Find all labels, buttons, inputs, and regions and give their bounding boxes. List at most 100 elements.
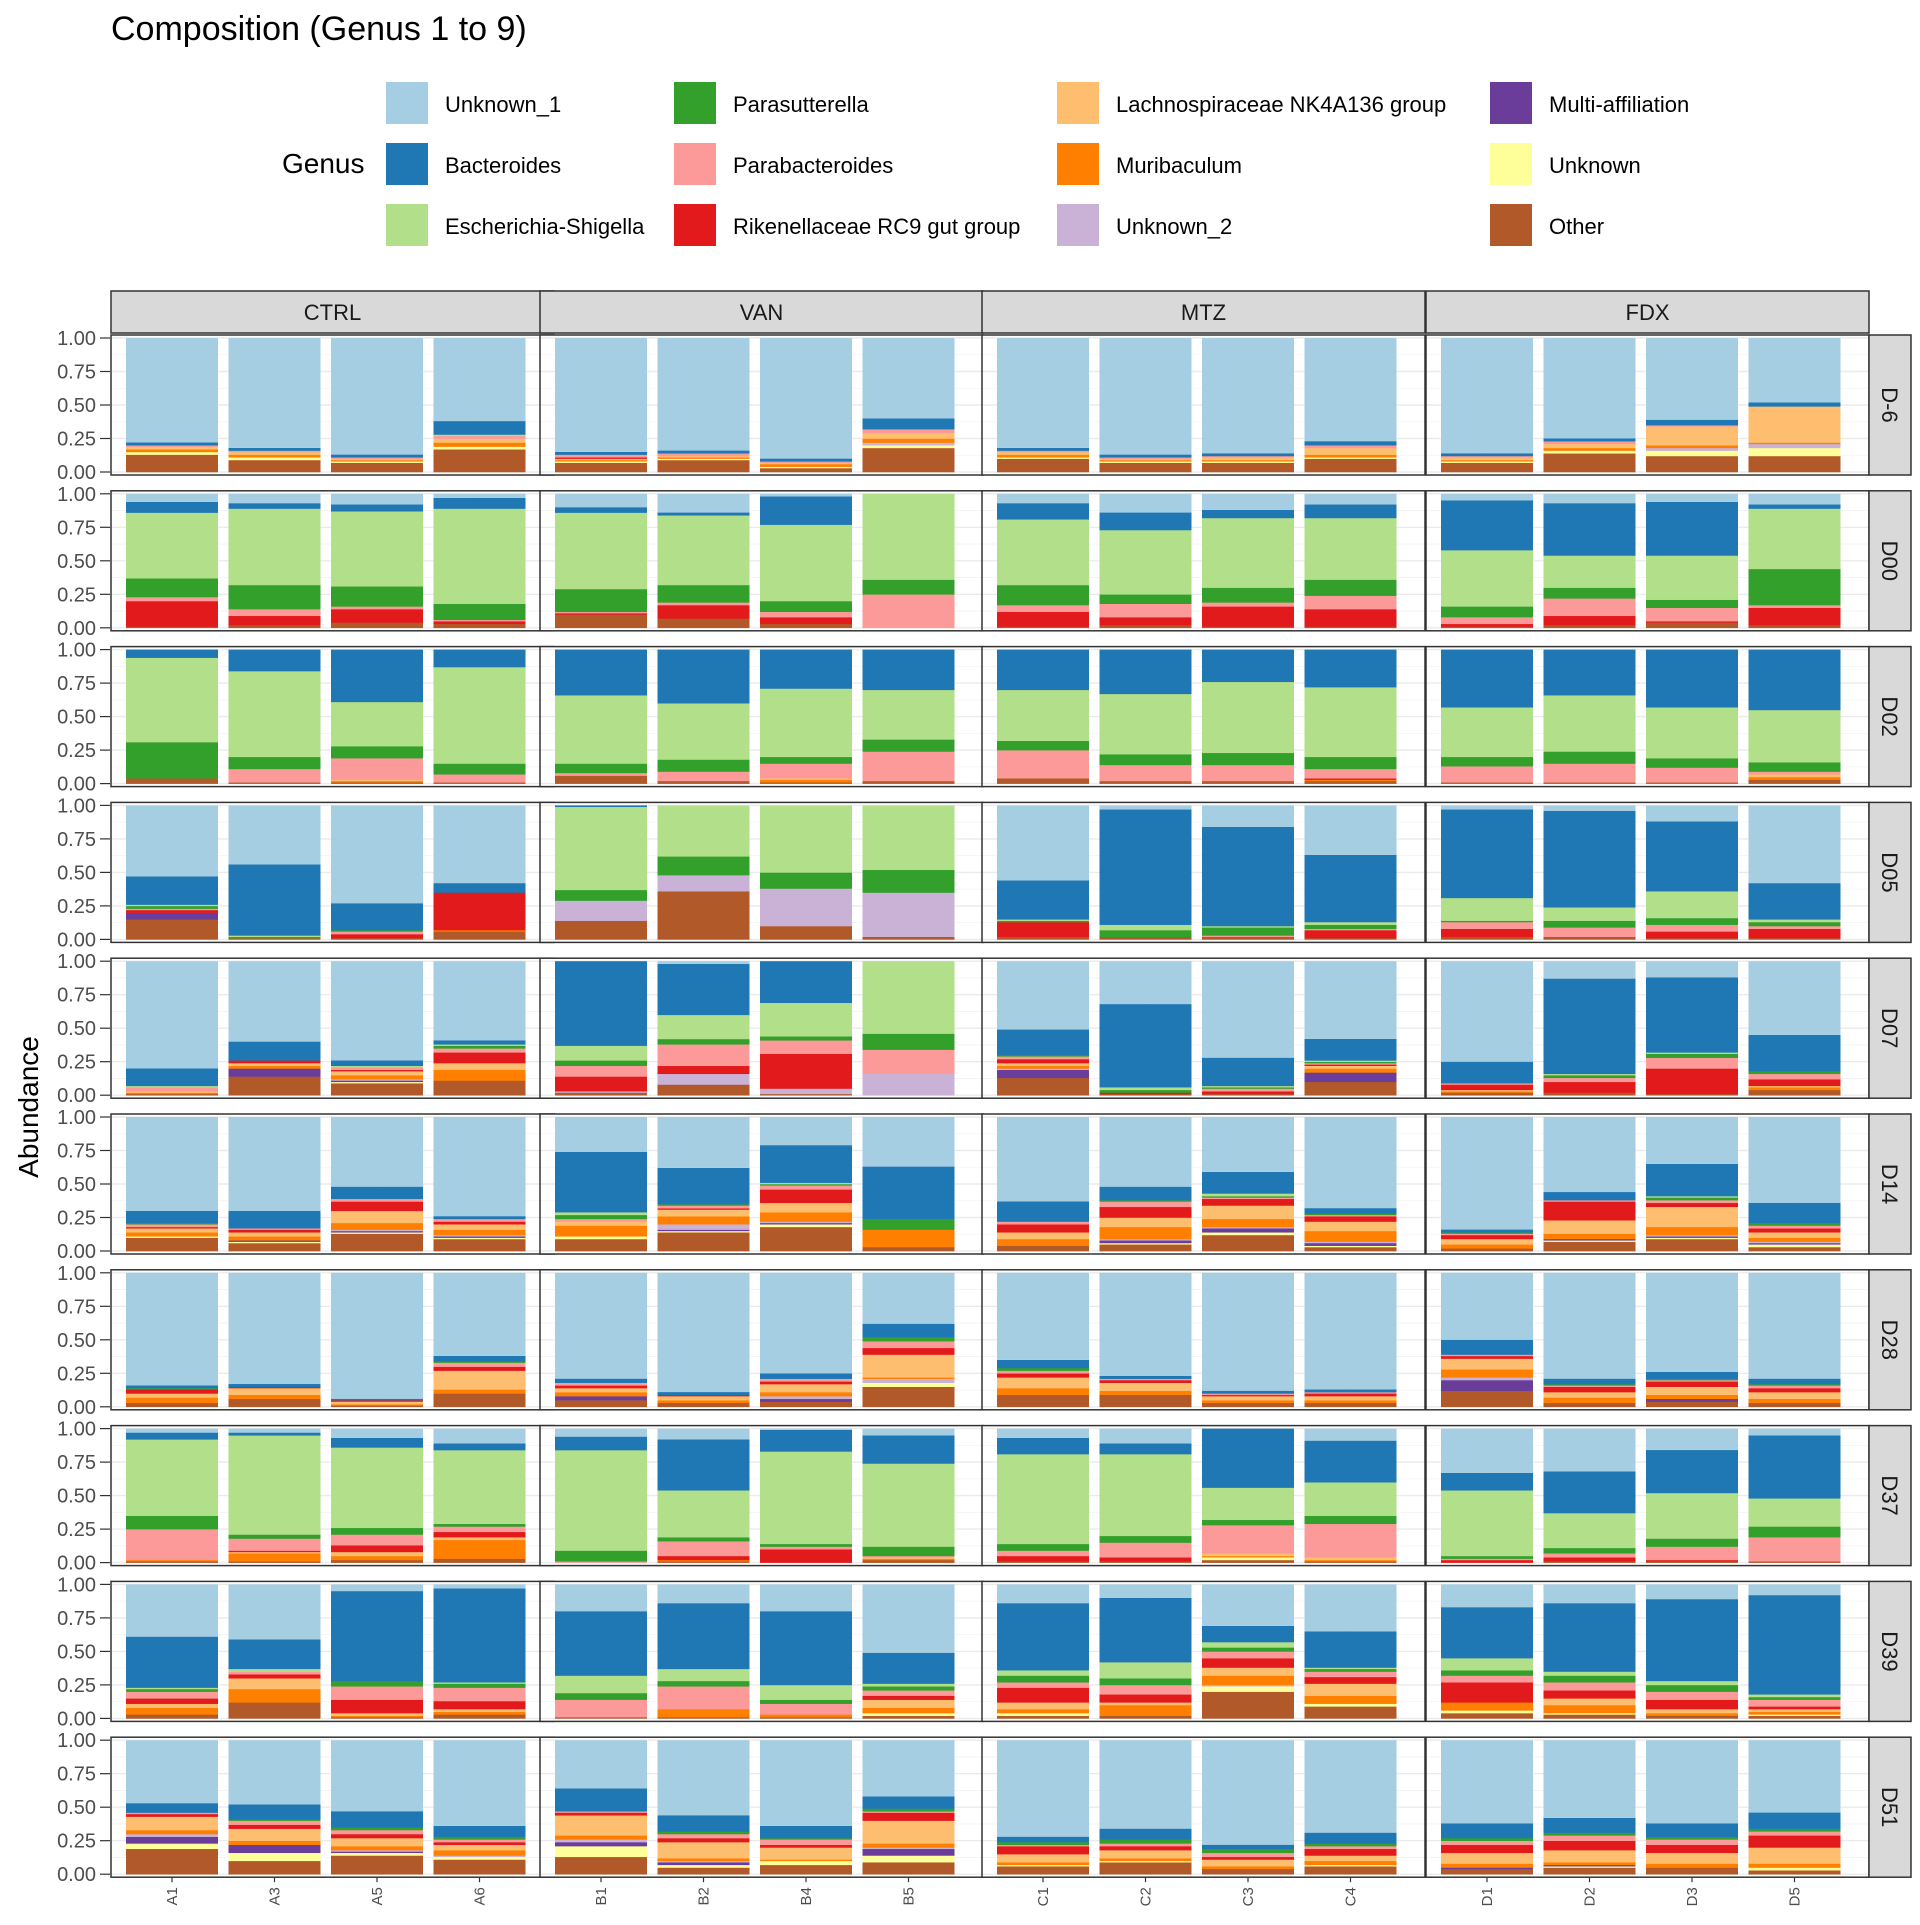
bar-b5-d07 (862, 961, 955, 1096)
bar-segment (1441, 1558, 1533, 1561)
bar-d3-d05 (1646, 805, 1738, 940)
bar-segment (1304, 1440, 1397, 1483)
bar-segment (555, 695, 647, 764)
bar-segment (126, 1439, 218, 1516)
bar-segment (1543, 907, 1636, 921)
bar-segment (997, 1059, 1089, 1064)
bar-b5-d02 (862, 649, 955, 784)
bar-segment (1304, 854, 1397, 923)
bar-segment (657, 1717, 750, 1719)
bar-segment (1304, 1855, 1397, 1862)
bar-segment (126, 338, 218, 443)
bar-segment (331, 649, 423, 703)
bar-segment (126, 1707, 218, 1715)
bar-segment (997, 1702, 1089, 1710)
bar-segment (1202, 1519, 1294, 1526)
bar-segment (1543, 751, 1636, 764)
bar-segment (862, 447, 955, 473)
bar-segment (997, 1069, 1089, 1079)
bar-segment (1099, 1206, 1192, 1218)
bar-segment (1304, 768, 1397, 779)
bar-segment (228, 1068, 321, 1077)
bar-segment (1646, 767, 1738, 783)
bar-segment (1543, 961, 1636, 979)
bar-segment (1099, 1694, 1192, 1703)
bar-a5-d39 (331, 1584, 423, 1719)
bar-segment (1441, 455, 1533, 458)
bar-segment (331, 1398, 423, 1401)
bar-segment (1646, 1238, 1738, 1252)
bar-d1-d14 (1441, 1117, 1533, 1252)
panel-mtz-d-6 (981, 334, 1426, 476)
bar-segment (331, 1834, 423, 1839)
bar-b1-d00 (555, 493, 647, 629)
bar-segment (1441, 457, 1533, 461)
bar-segment (1748, 1711, 1841, 1715)
bar-segment (862, 1229, 955, 1248)
bar-segment (331, 931, 423, 935)
bar-segment (228, 584, 321, 610)
bar-segment (997, 1454, 1089, 1545)
bar-segment (1646, 1226, 1738, 1236)
bar-segment (228, 1386, 321, 1389)
panel-ctrl-d28 (110, 1269, 555, 1411)
bar-segment (1543, 1073, 1636, 1076)
legend-key (674, 82, 716, 124)
bar-segment (1099, 1454, 1192, 1537)
bar-segment (1748, 1272, 1841, 1379)
bar-segment (862, 1683, 955, 1687)
bar-segment (1304, 609, 1397, 627)
bar-segment (228, 1232, 321, 1237)
y-tick-label: 0.00 (57, 1553, 96, 1575)
bar-segment (1748, 1828, 1841, 1832)
legend-entry: Rikenellaceae RC9 gut group (674, 204, 1020, 246)
bar-segment (555, 1060, 647, 1067)
bar-segment (228, 961, 321, 1042)
bar-segment (760, 1703, 852, 1715)
bar-segment (657, 1680, 750, 1687)
day-label: D39 (1877, 1631, 1902, 1671)
bar-segment (433, 930, 526, 932)
bar-segment (1646, 455, 1738, 473)
bar-segment (760, 1611, 852, 1686)
bar-d5-d07 (1748, 961, 1841, 1096)
bar-segment (1202, 453, 1294, 457)
x-tick-label: A5 (369, 1887, 386, 1905)
bar-segment (1543, 503, 1636, 556)
day-label: D07 (1877, 1008, 1902, 1048)
bar-segment (1748, 1079, 1841, 1087)
bar-segment (555, 775, 647, 784)
bar-segment (1543, 1192, 1636, 1201)
bar-segment (997, 338, 1089, 448)
bar-segment (228, 1076, 321, 1096)
bar-d3-d28 (1646, 1272, 1738, 1408)
bar-segment (1748, 1831, 1841, 1836)
bar-d3-d07 (1646, 961, 1738, 1096)
y-tick-label: 0.75 (57, 1452, 96, 1474)
bar-segment (228, 1639, 321, 1670)
legend-label: Parasutterella (733, 92, 870, 117)
bar-segment (555, 1611, 647, 1676)
y-tick-label: 0.50 (57, 551, 96, 573)
bar-segment (1748, 1073, 1841, 1080)
bar-segment (1748, 568, 1841, 606)
bar-segment (433, 1044, 526, 1046)
bar-segment (862, 1546, 955, 1557)
bar-segment (433, 1526, 526, 1533)
bar-segment (760, 778, 852, 780)
bar-segment (1543, 447, 1636, 451)
x-tick-label: B4 (798, 1887, 815, 1905)
bar-segment (1099, 338, 1192, 455)
bar-c2-d02 (1099, 649, 1192, 784)
bar-segment (760, 1584, 852, 1612)
bar-segment (1099, 1584, 1192, 1598)
bar-segment (1748, 709, 1841, 763)
bar-segment (1099, 493, 1192, 513)
bar-segment (1748, 443, 1841, 449)
bar-segment (555, 1272, 647, 1379)
bar-b5-d-6 (862, 338, 955, 473)
bar-segment (555, 454, 647, 458)
group-strip-fdx: FDX (1425, 290, 1870, 334)
bar-segment (433, 1272, 526, 1356)
bar-segment (433, 1682, 526, 1684)
